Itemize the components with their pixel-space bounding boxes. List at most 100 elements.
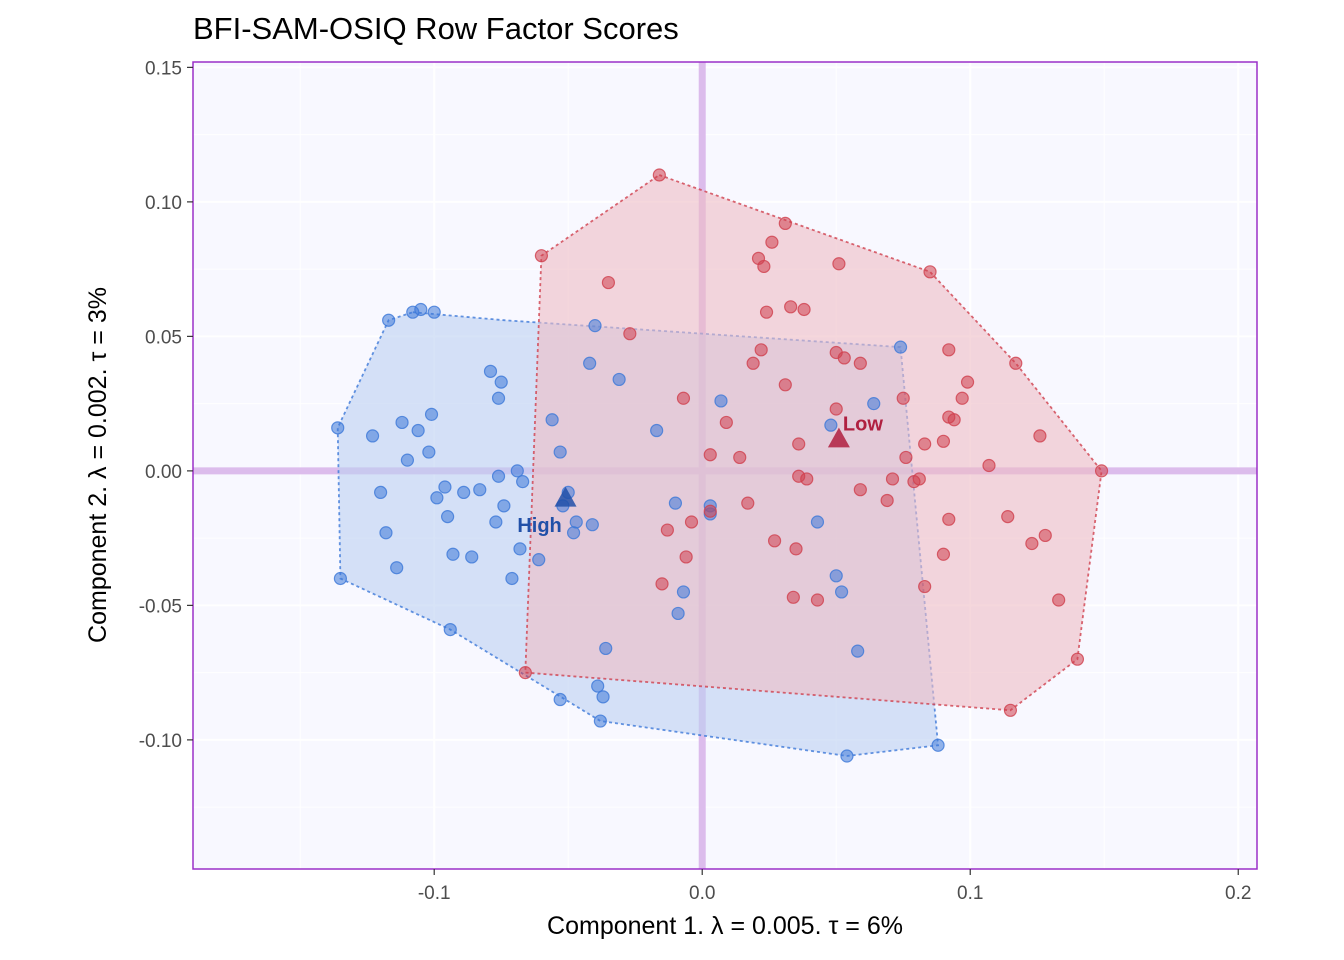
mean-marker-low [827,427,850,448]
point-low [1003,703,1018,717]
point-high [668,496,683,510]
point-low [719,415,733,430]
point-low [832,257,846,271]
data-points [331,168,1109,763]
y-tick-label: -0.05 [139,596,182,617]
point-low [1094,464,1109,478]
point-low [778,216,792,230]
point-high [612,372,626,387]
point-low [518,666,532,680]
point-low [792,437,806,451]
point-high [411,423,425,438]
point-high [483,364,498,378]
point-low [786,590,800,604]
mean-label-high: High [517,515,561,537]
point-low [923,265,937,279]
point-high [671,606,685,621]
point-high [365,429,380,443]
point-low [1038,528,1052,543]
point-high [473,483,487,497]
point-low [623,327,637,341]
point-low [912,472,926,486]
point-high [824,418,838,432]
point-low [652,168,666,182]
point-high [593,714,607,728]
point-high [893,340,908,354]
point-high [443,622,457,637]
point-low [789,542,803,556]
point-high [422,445,436,459]
point-low [982,458,996,473]
point-low [601,275,616,290]
y-tick-label: 0.10 [145,193,182,214]
point-high [400,453,415,467]
point-high [379,526,393,540]
point-low [837,351,851,365]
point-high [650,423,664,438]
point-high [424,407,439,421]
y-axis-ticks: -0.10 -0.05 0.00 0.05 0.10 0.15 [139,58,193,752]
point-high [331,421,345,435]
point-high [489,515,503,529]
point-low [1052,593,1066,607]
point-high [553,445,567,459]
point-low [942,343,956,357]
x-axis-label: Component 1. λ = 0.005. τ = 6% [547,912,903,940]
point-high [588,319,602,333]
point-high [714,394,728,408]
point-low [829,402,843,416]
point-low [955,391,969,405]
group-means: High Low [517,414,883,537]
point-high [867,397,881,411]
point-low [784,300,798,314]
point-low [880,493,894,508]
point-low [754,343,768,357]
point-low [676,391,691,405]
point-high [569,515,583,529]
point-low [1009,356,1023,370]
point-low [778,378,792,392]
point-high [591,679,605,693]
point-low [853,356,867,370]
point-high [441,510,455,524]
point-low [765,235,779,249]
point-high [583,356,597,370]
x-tick-label: 0.1 [957,883,983,904]
point-high [494,375,508,389]
point-high [513,542,527,556]
point-high [596,690,610,704]
point-high [599,641,613,656]
point-low [660,523,674,537]
y-tick-label: 0.00 [145,462,182,483]
point-high [676,585,691,599]
point-low [746,356,760,370]
group-hulls [336,173,1103,757]
x-axis-ticks: -0.1 0.0 0.1 0.2 [418,869,1251,904]
point-high [505,571,519,586]
point-low [942,512,956,526]
point-low [757,259,771,274]
point-low [741,496,755,510]
point-low [1001,510,1015,524]
point-high [532,553,546,567]
point-low [800,472,814,486]
point-high [545,413,559,427]
point-low [899,450,913,465]
point-low [936,434,951,448]
point-low [679,550,693,564]
point-high [840,749,854,763]
y-tick-label: -0.10 [139,731,182,752]
point-low [885,472,900,486]
x-tick-label: 0.2 [1225,883,1251,904]
point-high [810,515,825,529]
point-low [853,483,867,497]
point-low [767,534,782,548]
point-high [382,313,396,327]
point-high [851,644,865,658]
point-high [829,569,843,583]
point-high [585,518,599,532]
mean-marker-high [554,486,577,507]
point-high [491,391,506,405]
y-tick-label: 0.15 [145,58,182,79]
